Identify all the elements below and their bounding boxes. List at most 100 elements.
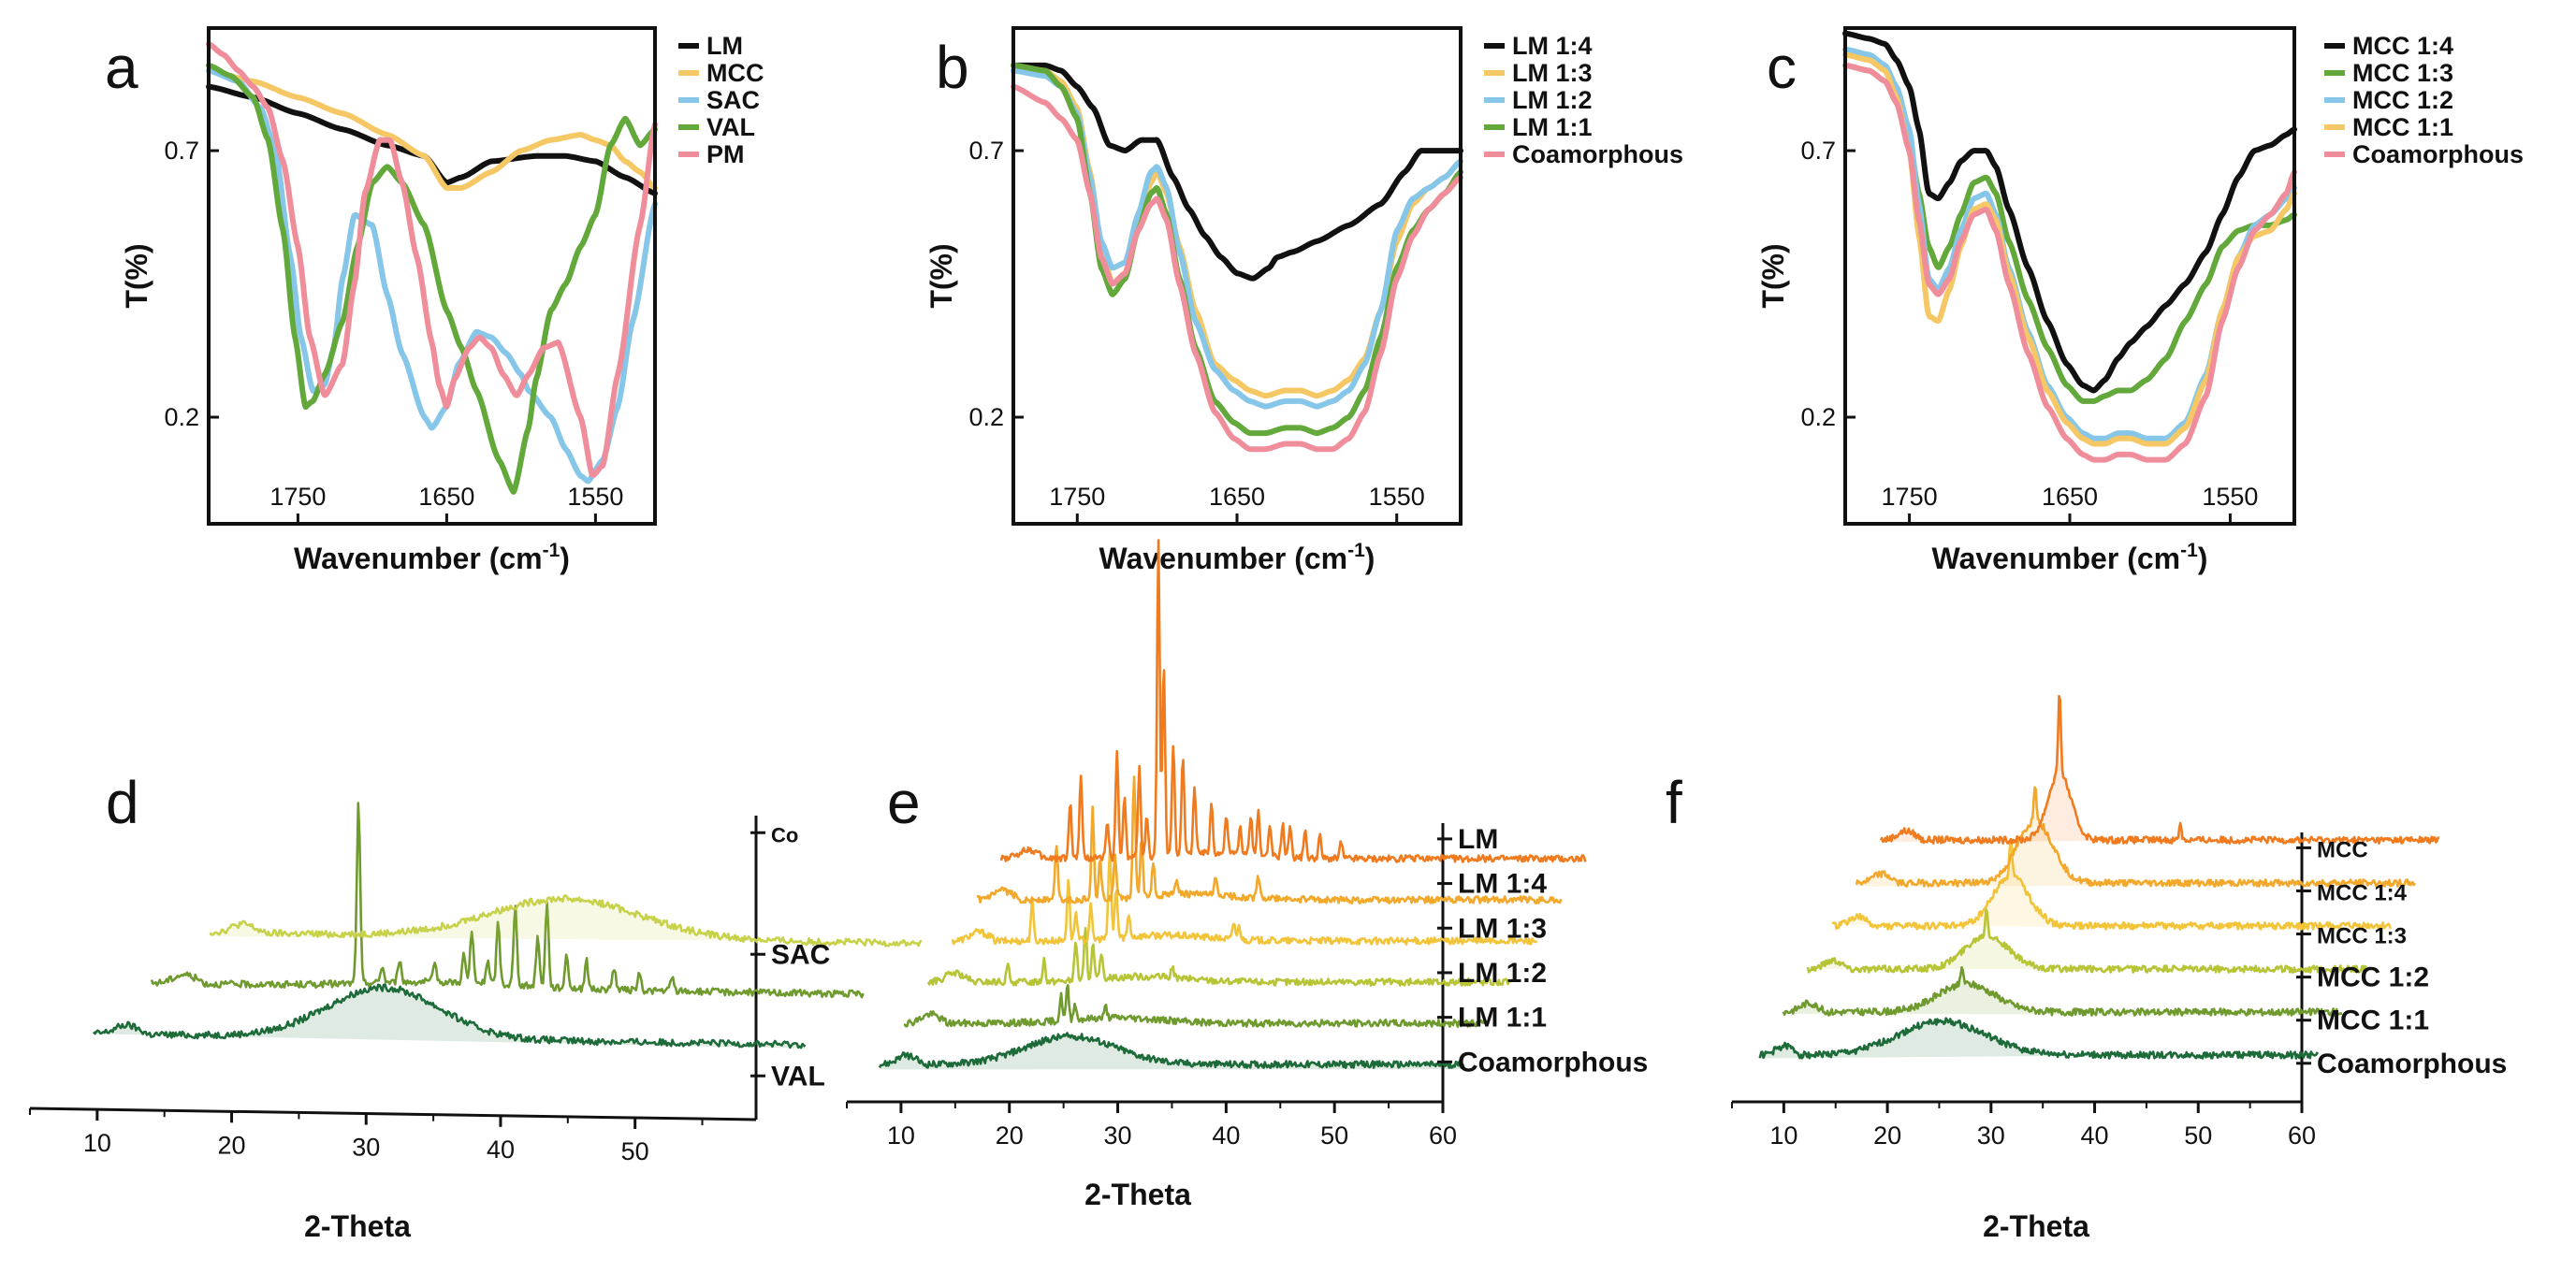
series-label: VAL (771, 1061, 825, 1092)
series-line-coamorphous (1011, 83, 1463, 453)
x-tick-label: 50 (2184, 1121, 2212, 1150)
legend-label: LM 1:4 (1512, 32, 1593, 60)
x-tick-label: 30 (1977, 1121, 2005, 1150)
y-tick-label: 0.2 (968, 403, 1004, 431)
series-line-lm (999, 539, 1587, 863)
series-fill-mcc (1881, 696, 2439, 844)
x-tick-label: 1650 (418, 483, 474, 511)
legend-label: MCC 1:3 (2352, 59, 2453, 87)
legend-label: SAC (706, 86, 760, 114)
series-label: LM 1:1 (1458, 1003, 1547, 1034)
panel-label: c (1767, 34, 1797, 101)
series-label: Coamorphous (2317, 1049, 2507, 1079)
series-group (1011, 62, 1463, 453)
x-axis-title: 2-Theta (304, 1209, 411, 1243)
legend-label: LM 1:2 (1512, 86, 1593, 114)
x-axis-title: Wavenumber (cm-1) (294, 540, 570, 575)
series-label: LM 1:3 (1458, 913, 1547, 944)
x-tick-label: 1550 (567, 483, 623, 511)
x-tick-label: 1750 (1882, 483, 1938, 511)
y-tick-label: 0.2 (164, 403, 199, 431)
series-label: MCC 1:2 (2317, 962, 2429, 993)
series-line-val (93, 983, 807, 1049)
y-tick-label: 0.7 (1800, 137, 1836, 165)
panel-f: f 10 20 30 40 50 60 2-Theta Coamorphous MCC 1:1 MC… (1666, 694, 2507, 1243)
legend-label: MCC (706, 59, 764, 87)
series-label: LM 1:2 (1458, 958, 1547, 989)
x-axis-title: Wavenumber (cm-1) (1932, 540, 2208, 575)
x-tick-label: 60 (1429, 1121, 1457, 1150)
series-line-lm-1-1 (903, 984, 1490, 1028)
series-fill-coamorphous (1759, 1018, 2318, 1059)
series-group (1842, 30, 2297, 463)
series-fill-mcc-1-1 (1783, 967, 2342, 1016)
series-line-val (206, 62, 658, 495)
legend-label: VAL (706, 113, 755, 141)
x-axis-title: Wavenumber (cm-1) (1099, 540, 1375, 575)
panel-label: d (106, 769, 139, 836)
series-line-coamorphous (1758, 1017, 2319, 1060)
series-group (878, 539, 1587, 1070)
series-line-coamorphous (878, 1032, 1465, 1069)
x-axis-title: 2-Theta (1084, 1178, 1191, 1211)
series-label: MCC 1:3 (2317, 924, 2407, 949)
legend-label: LM 1:3 (1512, 59, 1593, 87)
x-tick-label: 1650 (1209, 483, 1265, 511)
series-label: SAC (771, 939, 830, 970)
series-group (93, 802, 923, 1049)
x-tick-label: 40 (2081, 1121, 2109, 1150)
series-group (206, 41, 658, 495)
panel-label: b (936, 34, 969, 101)
series-line-mcc-1-1 (1782, 965, 2343, 1017)
series-label: MCC 1:1 (2317, 1005, 2429, 1036)
panel-d: d 10 20 30 40 50 2-Theta VAL SAC Co (29, 769, 923, 1243)
x-tick-label: 1650 (2042, 483, 2098, 511)
series-fill-coamorphous (880, 1033, 1464, 1070)
y-axis-title: T(%) (924, 243, 958, 308)
series-label: LM (1458, 824, 1498, 855)
y-axis-title: T(%) (1756, 243, 1790, 308)
series-line-mcc-1-4 (1855, 786, 2416, 888)
panel-e: e 10 20 30 40 50 60 2-Theta Coamorphous LM 1:1 LM … (846, 539, 1648, 1211)
series-line-pm (206, 41, 658, 478)
series-label: MCC 1:4 (2317, 880, 2408, 905)
x-axis-title: 2-Theta (1983, 1209, 2089, 1243)
series-fill-val (94, 984, 806, 1049)
plot-frame (207, 26, 657, 526)
x-tick-label: 1750 (269, 483, 326, 511)
x-tick-label: 40 (487, 1136, 515, 1164)
x-tick-label: 20 (1873, 1121, 1901, 1150)
legend-label: Coamorphous (1512, 140, 1683, 168)
panel-label: f (1666, 769, 1682, 836)
x-tick-label: 20 (218, 1131, 246, 1159)
series-line-mcc-1-3 (1842, 62, 2297, 404)
panel-a: a 1750 1650 1550 0.7 0.2 Wavenumber (cm-1) T(%)… (105, 26, 764, 575)
series-line-lm-1-3 (951, 848, 1538, 946)
panel-label: e (887, 769, 921, 836)
y-tick-label: 0.7 (164, 137, 199, 165)
panel-b: b 1750 1650 1550 0.7 0.2 Wavenumber (cm-1) T(%)… (924, 26, 1683, 575)
series-group (1758, 694, 2440, 1060)
x-tick-label: 10 (887, 1121, 915, 1150)
series-line-mcc-1-3 (1831, 838, 2393, 931)
series-line-co (209, 894, 923, 948)
series-line-mcc-1-2 (1806, 907, 2367, 974)
series-label: LM 1:4 (1458, 869, 1547, 900)
series-line-lm-1-4 (976, 775, 1563, 904)
series-label: Co (771, 823, 798, 846)
series-fill-mcc-1-2 (1808, 909, 2366, 973)
series-line-coamorphous (1842, 62, 2297, 463)
x-tick-label: 50 (1320, 1121, 1348, 1150)
series-fill-co (210, 895, 922, 947)
x-tick-label: 30 (1104, 1121, 1132, 1150)
series-line-sac (206, 67, 658, 485)
legend-label: LM (706, 32, 743, 60)
legend-label: LM 1:1 (1512, 113, 1593, 141)
y-tick-label: 0.7 (968, 137, 1004, 165)
legend-label: MCC 1:4 (2352, 32, 2453, 60)
legend-label: Coamorphous (2352, 140, 2524, 168)
y-axis-title: T(%) (120, 243, 153, 308)
x-tick-label: 60 (2288, 1121, 2316, 1150)
